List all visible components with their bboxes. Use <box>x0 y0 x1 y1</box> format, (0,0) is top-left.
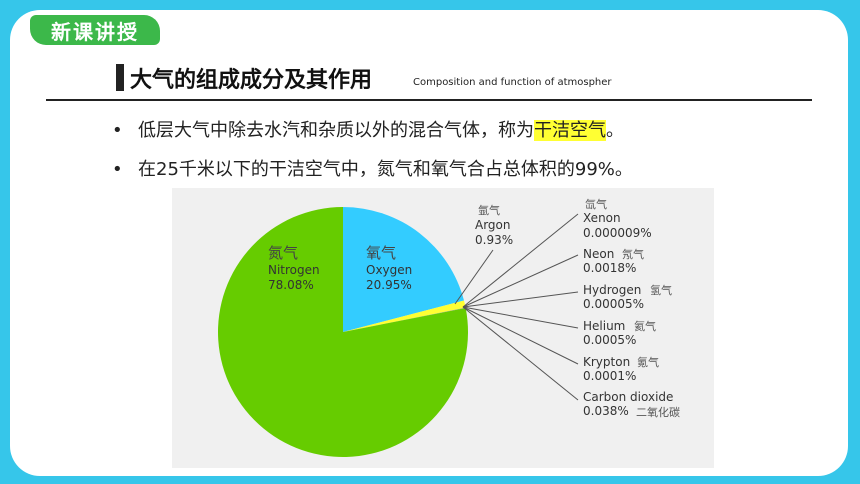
slide-title-english: Composition and function of atmospher <box>413 77 612 88</box>
argon-value-label: 0.93% <box>475 233 513 247</box>
hydrogen-cn-label: 氢气 <box>650 283 672 297</box>
bullet-2: • 在25千米以下的干洁空气中，氮气和氧气合占总体积的99%。 <box>112 155 633 181</box>
slice-oxygen <box>343 207 464 332</box>
nitrogen-label: Nitrogen <box>268 263 320 277</box>
title-divider <box>46 99 812 101</box>
xenon-label: Xenon <box>583 211 621 225</box>
nitrogen-value-label: 78.08% <box>268 278 314 292</box>
hydrogen-label: Hydrogen <box>583 283 641 297</box>
oxygen-label: Oxygen <box>366 263 412 277</box>
slice-others <box>343 307 466 332</box>
trace-leader-lines <box>462 213 579 401</box>
slide-title: 大气的组成成分及其作用 <box>130 68 373 93</box>
oxygen-cn-label: 氧气 <box>366 244 396 262</box>
nitrogen-cn-label: 氮气 <box>268 244 298 262</box>
bullet-dot: • <box>112 120 123 141</box>
bullet-1-end: 。 <box>606 120 624 141</box>
krypton-label: Krypton <box>583 355 630 369</box>
neon-value-label: 0.0018% <box>583 261 636 275</box>
leader-line-xenon <box>462 213 579 308</box>
helium-label: Helium <box>583 319 625 333</box>
bullet-1: • 低层大气中除去水汽和杂质以外的混合气体，称为干洁空气。 <box>112 116 624 142</box>
leader-line-helium <box>462 306 579 329</box>
leader-line-co2 <box>462 306 579 401</box>
slice-argon <box>343 300 466 332</box>
bullet-1-highlight: 干洁空气 <box>534 120 606 141</box>
leader-line-hydrogen <box>462 291 579 308</box>
helium-cn-label: 氦气 <box>634 319 656 333</box>
bullet-1-text: 低层大气中除去水汽和杂质以外的混合气体，称为 <box>138 120 534 141</box>
leader-line-neon <box>462 254 579 308</box>
neon-cn-label: 氖气 <box>622 247 644 261</box>
co2-value-label: 0.038% <box>583 404 629 418</box>
co2-label: Carbon dioxide <box>583 390 673 404</box>
oxygen-value-label: 20.95% <box>366 278 412 292</box>
hydrogen-value-label: 0.00005% <box>583 297 644 311</box>
argon-leader-line <box>454 249 494 305</box>
xenon-cn-label: 氙气 <box>585 197 607 211</box>
xenon-value-label: 0.000009% <box>583 226 652 240</box>
slice-nitrogen <box>218 207 468 458</box>
leader-line-krypton <box>462 306 579 365</box>
krypton-value-label: 0.0001% <box>583 369 636 383</box>
co2-cn-label: 二氧化碳 <box>636 405 680 419</box>
neon-label: Neon <box>583 247 614 261</box>
title-marker <box>116 64 124 91</box>
argon-label: Argon <box>475 218 511 232</box>
argon-cn-label: 氩气 <box>478 203 500 217</box>
bullet-dot: • <box>112 159 123 180</box>
bullet-2-text: 在25千米以下的干洁空气中，氮气和氧气合占总体积的99%。 <box>138 159 633 180</box>
krypton-cn-label: 氪气 <box>637 355 659 369</box>
helium-value-label: 0.0005% <box>583 333 636 347</box>
section-badge: 新课讲授 <box>30 15 160 45</box>
